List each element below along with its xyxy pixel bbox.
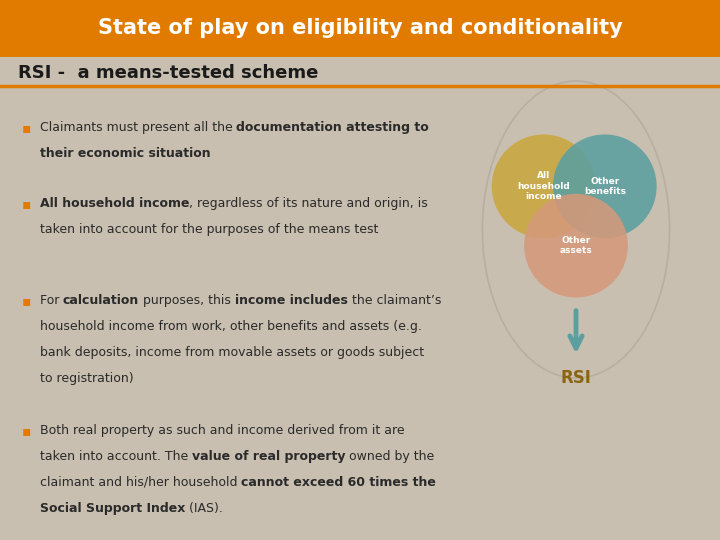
Text: owned by the: owned by the — [346, 450, 435, 463]
Text: ▪: ▪ — [22, 197, 31, 211]
FancyBboxPatch shape — [0, 0, 720, 57]
Text: ▪: ▪ — [22, 122, 31, 136]
Text: Both real property as such and income derived from it are: Both real property as such and income de… — [40, 424, 404, 437]
Text: ▪: ▪ — [22, 294, 31, 308]
Text: bank deposits, income from movable assets or goods subject: bank deposits, income from movable asset… — [40, 346, 424, 359]
Text: cannot exceed 60 times the: cannot exceed 60 times the — [241, 476, 436, 489]
Ellipse shape — [492, 134, 595, 238]
Text: All household income: All household income — [40, 197, 189, 210]
Text: All
household
income: All household income — [517, 171, 570, 201]
Text: For: For — [40, 294, 63, 307]
Text: purposes, this: purposes, this — [139, 294, 235, 307]
Text: taken into account. The: taken into account. The — [40, 450, 192, 463]
Text: Social Support Index: Social Support Index — [40, 502, 185, 515]
Text: Claimants must present all the: Claimants must present all the — [40, 122, 236, 134]
Text: calculation: calculation — [63, 294, 139, 307]
Text: income includes: income includes — [235, 294, 348, 307]
Text: , regardless of its nature and origin, is: , regardless of its nature and origin, i… — [189, 197, 428, 210]
Text: State of play on eligibility and conditionality: State of play on eligibility and conditi… — [98, 18, 622, 38]
Text: RSI: RSI — [561, 369, 591, 387]
Ellipse shape — [524, 194, 628, 298]
Text: the claimant’s: the claimant’s — [348, 294, 441, 307]
Text: Other
benefits: Other benefits — [584, 177, 626, 196]
Text: their economic situation: their economic situation — [40, 147, 210, 160]
Text: taken into account for the purposes of the means test: taken into account for the purposes of t… — [40, 223, 378, 236]
Text: to registration): to registration) — [40, 372, 133, 385]
Text: documentation attesting to: documentation attesting to — [236, 122, 429, 134]
Text: Other
assets: Other assets — [559, 236, 593, 255]
Text: RSI -  a means-tested scheme: RSI - a means-tested scheme — [18, 64, 318, 82]
Text: ▪: ▪ — [22, 424, 31, 438]
Text: value of real property: value of real property — [192, 450, 346, 463]
Text: household income from work, other benefits and assets (e.g.: household income from work, other benefi… — [40, 320, 421, 333]
Ellipse shape — [553, 134, 657, 238]
Text: claimant and his/her household: claimant and his/her household — [40, 476, 241, 489]
Text: (IAS).: (IAS). — [185, 502, 223, 515]
